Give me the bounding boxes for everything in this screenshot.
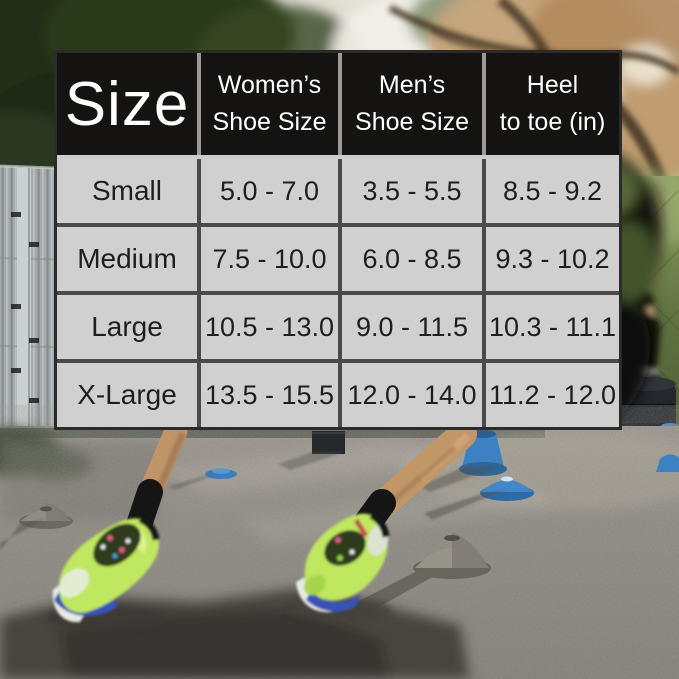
cell-small-womens: 5.0 - 7.0 bbox=[201, 159, 338, 223]
cell-small-heel: 8.5 - 9.2 bbox=[486, 159, 619, 223]
dark-bollard bbox=[312, 431, 345, 454]
blue-disc-cone bbox=[205, 468, 237, 479]
table-body: Small 5.0 - 7.0 3.5 - 5.5 8.5 - 9.2 Medi… bbox=[57, 159, 619, 427]
cell-large-womens: 10.5 - 13.0 bbox=[201, 295, 338, 359]
right-running-shoe bbox=[296, 511, 390, 613]
col-header-heel-to-toe: Heel to toe (in) bbox=[486, 53, 619, 155]
cell-large-mens: 9.0 - 11.5 bbox=[342, 295, 482, 359]
cell-xlarge-heel: 11.2 - 12.0 bbox=[486, 363, 619, 427]
row-label-small: Small bbox=[57, 159, 197, 223]
cone-shadows bbox=[0, 452, 505, 551]
size-chart-table: Size Women’s Shoe Size Men’s Shoe Size H… bbox=[54, 50, 622, 430]
fence-post bbox=[11, 168, 39, 430]
left-running-shoe bbox=[52, 515, 160, 623]
cell-medium-mens: 6.0 - 8.5 bbox=[342, 227, 482, 291]
header-divider bbox=[57, 155, 619, 159]
cell-small-mens: 3.5 - 5.5 bbox=[342, 159, 482, 223]
agility-cone-blue bbox=[480, 476, 534, 501]
row-label-medium: Medium bbox=[57, 227, 197, 291]
row-label-large: Large bbox=[57, 295, 197, 359]
cell-xlarge-womens: 13.5 - 15.5 bbox=[201, 363, 338, 427]
cell-medium-heel: 9.3 - 10.2 bbox=[486, 227, 619, 291]
blue-cone-edge bbox=[656, 454, 679, 472]
row-label-xlarge: X-Large bbox=[57, 363, 197, 427]
col-header-mens-shoe-size: Men’s Shoe Size bbox=[342, 53, 482, 155]
col-header-womens-shoe-size: Women’s Shoe Size bbox=[201, 53, 338, 155]
cell-medium-womens: 7.5 - 10.0 bbox=[201, 227, 338, 291]
table-header-row: Size Women’s Shoe Size Men’s Shoe Size H… bbox=[57, 53, 619, 155]
cell-xlarge-mens: 12.0 - 14.0 bbox=[342, 363, 482, 427]
size-title: Size bbox=[57, 53, 197, 155]
cell-large-heel: 10.3 - 11.1 bbox=[486, 295, 619, 359]
